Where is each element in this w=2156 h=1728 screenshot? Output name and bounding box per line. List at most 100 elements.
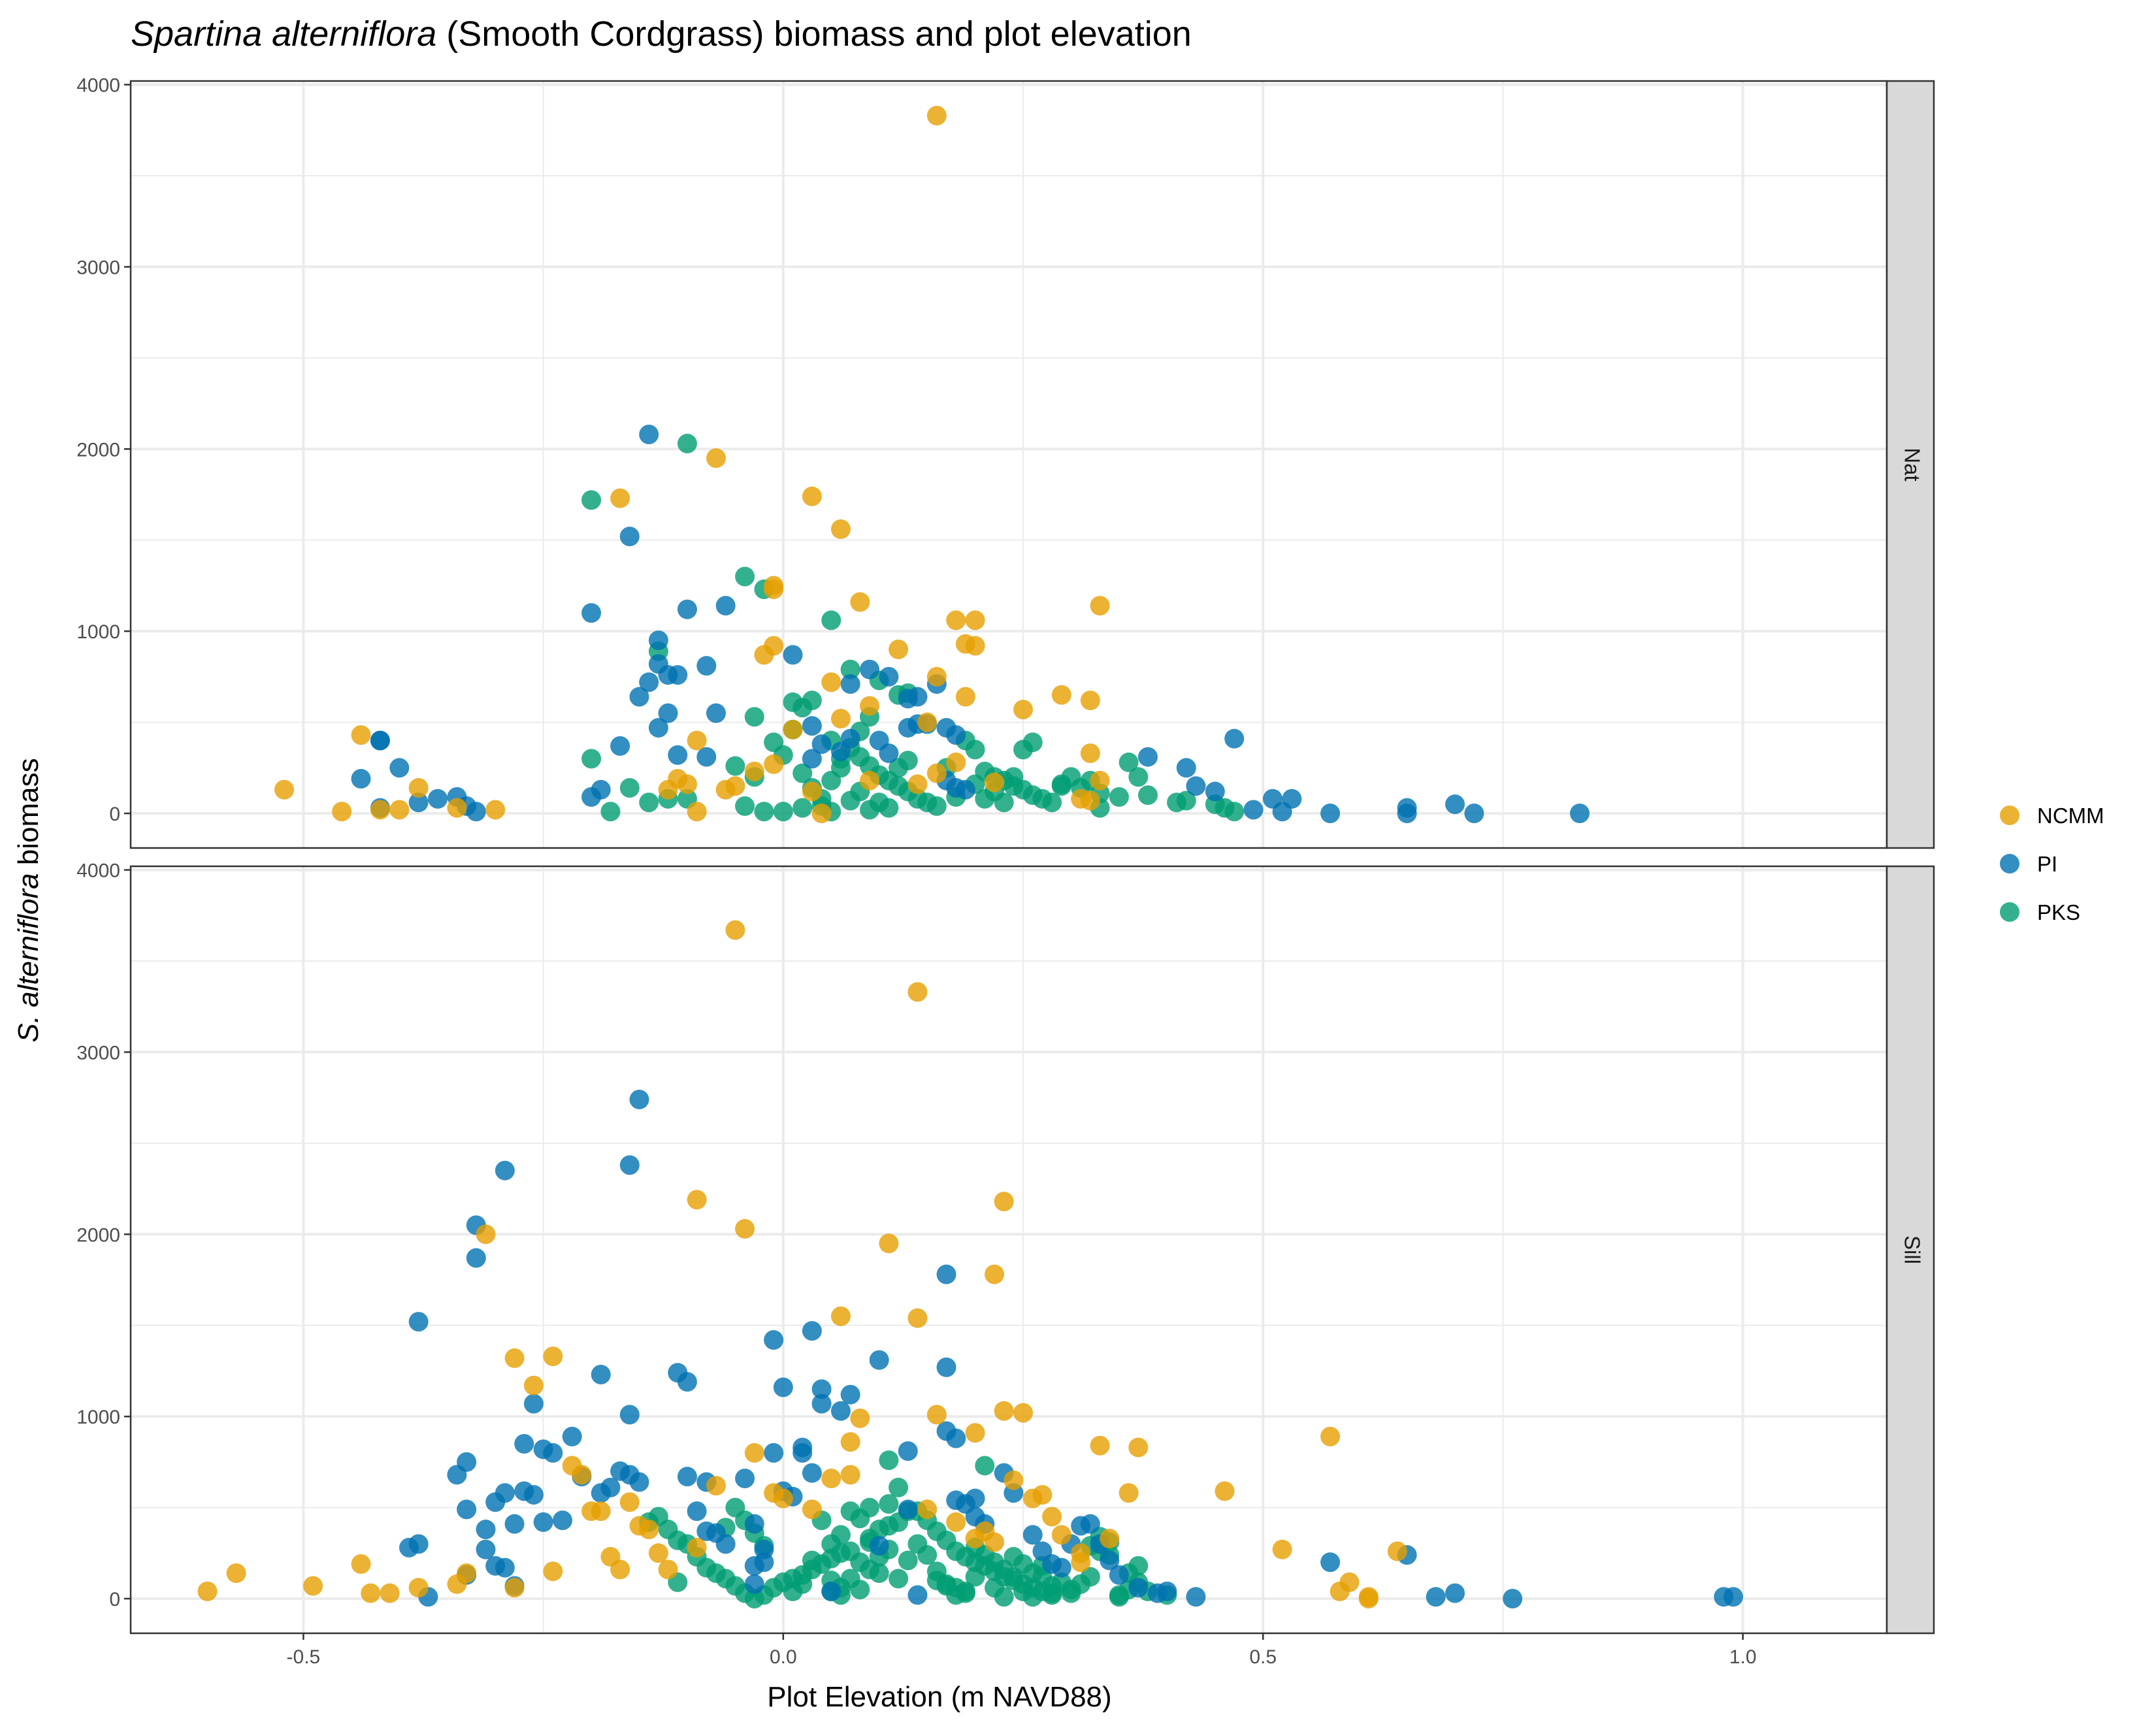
data-point-ncmm [907, 774, 928, 794]
data-point-pi [389, 758, 410, 778]
data-point-ncmm [994, 1401, 1014, 1421]
data-point-ncmm [351, 725, 371, 745]
data-point-pi [1282, 789, 1302, 809]
data-point-pi [1723, 1587, 1743, 1607]
legend-key-pks [2000, 902, 2019, 922]
data-point-pi [408, 1312, 429, 1332]
data-point-pi [869, 1350, 889, 1370]
data-point-ncmm [735, 1218, 755, 1239]
data-point-pi [1205, 781, 1225, 802]
data-point-pks [802, 1550, 822, 1571]
x-tick-label: 0.5 [1249, 1646, 1277, 1668]
data-point-ncmm [1080, 691, 1100, 711]
data-point-pks [744, 707, 764, 727]
data-point-pks [802, 691, 822, 711]
data-point-pks [879, 1494, 899, 1514]
data-point-pks [994, 1587, 1014, 1607]
data-point-ncmm [946, 610, 966, 630]
data-point-pi [936, 1264, 956, 1284]
data-point-ncmm [840, 1465, 860, 1485]
data-point-ncmm [984, 1264, 1004, 1284]
data-point-pi [514, 1433, 534, 1454]
data-point-pi [1426, 1587, 1446, 1607]
data-point-pks [975, 1456, 995, 1476]
data-point-pi [1569, 804, 1590, 824]
data-point-pi [706, 703, 726, 723]
data-point-pi [898, 1441, 918, 1461]
data-point-ncmm [1090, 596, 1110, 616]
data-point-pi [840, 728, 860, 749]
legend-key-ncmm [2000, 806, 2019, 825]
data-point-ncmm [543, 1561, 563, 1582]
data-point-ncmm [476, 1224, 496, 1245]
data-point-ncmm [226, 1563, 246, 1583]
data-point-ncmm [543, 1346, 563, 1367]
data-point-ncmm [994, 1192, 1014, 1212]
data-point-pi [639, 424, 659, 444]
data-point-pks [850, 1508, 870, 1529]
panel-background [131, 81, 1887, 848]
data-point-ncmm [965, 636, 985, 656]
data-point-pks [735, 566, 755, 587]
data-point-ncmm [773, 1488, 793, 1508]
data-point-pks [1224, 802, 1245, 822]
data-point-pi [802, 1321, 822, 1341]
data-point-ncmm [764, 579, 784, 600]
data-point-ncmm [917, 712, 938, 732]
data-point-pks [639, 792, 659, 813]
data-point-pks [1128, 767, 1149, 787]
data-point-ncmm [984, 1532, 1004, 1552]
data-point-ncmm [744, 1443, 764, 1463]
data-point-pi [783, 645, 803, 665]
data-point-pi [619, 1405, 640, 1425]
chart-title: Spartina alterniflora (Smooth Cordgrass)… [131, 14, 1192, 54]
data-point-pi [543, 1443, 563, 1463]
data-point-pks [1080, 1567, 1100, 1587]
data-point-pi [696, 656, 717, 676]
data-point-pi [370, 730, 390, 751]
data-point-pks [879, 798, 899, 818]
data-point-pks [1004, 767, 1024, 787]
data-point-pi [619, 527, 640, 547]
data-point-ncmm [389, 800, 410, 820]
data-point-pks [581, 490, 602, 510]
data-point-ncmm [725, 920, 745, 940]
data-point-pks [1051, 776, 1071, 796]
data-point-ncmm [1320, 1426, 1341, 1446]
data-point-ncmm [610, 488, 630, 508]
data-point-pi [811, 1394, 832, 1414]
data-point-pi [1080, 1514, 1100, 1534]
data-point-pi [408, 792, 429, 813]
data-point-pks [619, 777, 640, 798]
data-point-pi [1176, 758, 1196, 778]
data-point-ncmm [984, 772, 1004, 792]
data-point-pi [495, 1557, 515, 1578]
data-point-pks [1042, 1583, 1062, 1603]
data-point-pi [600, 1477, 621, 1497]
y-axis-title: S. alterniflora biomass [12, 758, 44, 1042]
data-point-pi [677, 599, 697, 619]
data-point-pks [926, 796, 947, 816]
data-point-pi [648, 630, 668, 651]
data-point-pi [677, 1467, 697, 1487]
data-point-ncmm [1051, 685, 1071, 705]
data-point-ncmm [926, 105, 947, 125]
data-point-ncmm [850, 592, 870, 612]
data-point-pks [1176, 791, 1196, 811]
data-point-pi [428, 789, 448, 809]
data-point-ncmm [303, 1576, 323, 1596]
legend-label-ncmm: NCMM [2037, 804, 2104, 828]
data-point-pi [619, 1155, 640, 1175]
data-point-pi [840, 1384, 860, 1405]
data-point-pi [840, 674, 860, 694]
data-point-pi [946, 725, 966, 745]
data-point-ncmm [1071, 1543, 1091, 1563]
data-point-pi [754, 1539, 774, 1559]
data-point-ncmm [1004, 1470, 1024, 1490]
data-point-pi [648, 717, 668, 738]
data-point-ncmm [1042, 1507, 1062, 1527]
data-point-pi [802, 749, 822, 769]
data-point-pks [792, 798, 813, 818]
data-point-pi [610, 736, 630, 756]
